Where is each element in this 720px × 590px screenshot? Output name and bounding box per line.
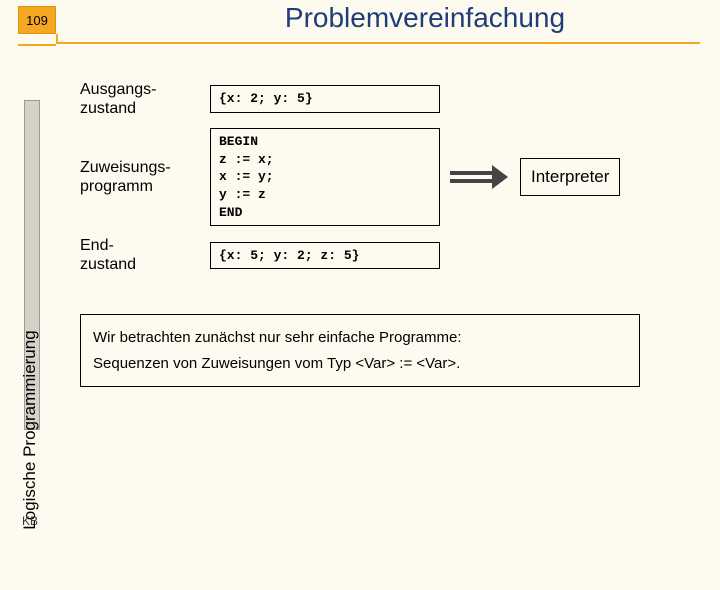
label-endzustand-l1: End- [80,237,114,254]
label-zuweisung-l1: Zuweisungs- [80,159,171,176]
box-endzustand-col: {x: 5; y: 2; z: 5} [210,242,440,270]
footer-kb: KB [22,514,38,528]
body-line1: Wir betrachten zunächst nur sehr einfach… [93,325,627,351]
body-text-box: Wir betrachten zunächst nur sehr einfach… [80,314,640,387]
label-zuweisung: Zuweisungs- programm [80,158,210,196]
row-zuweisung: Zuweisungs- programm BEGIN z := x; x := … [80,128,700,226]
arrow-col [440,167,520,187]
label-ausgang-l2: zustand [80,100,136,117]
label-endzustand: End- zustand [80,236,210,274]
row-ausgang: Ausgangs- zustand {x: 2; y: 5} [80,80,700,118]
label-ausgang: Ausgangs- zustand [80,80,210,118]
box-zuweisung-col: BEGIN z := x; x := y; y := z END [210,128,440,226]
arrow-icon [450,167,510,187]
accent-connector [56,34,58,44]
label-ausgang-l1: Ausgangs- [80,81,157,98]
label-zuweisung-l2: programm [80,178,153,195]
code-zuweisung: BEGIN z := x; x := y; y := z END [210,128,440,226]
row-endzustand: End- zustand {x: 5; y: 2; z: 5} [80,236,700,274]
code-ausgang: {x: 2; y: 5} [210,85,440,113]
title-underline [56,42,700,44]
label-endzustand-l2: zustand [80,256,136,273]
box-ausgang-col: {x: 2; y: 5} [210,85,440,113]
accent-line [18,44,56,46]
content-area: Ausgangs- zustand {x: 2; y: 5} Zuweisung… [80,80,700,387]
slide-number: 109 [18,6,56,34]
page-title: Problemvereinfachung [150,2,700,34]
body-line2: Sequenzen von Zuweisungen vom Typ <Var> … [93,351,627,377]
code-endzustand: {x: 5; y: 2; z: 5} [210,242,440,270]
interpreter-box: Interpreter [520,158,620,196]
sidebar-label: Logische Programmierung [20,270,40,590]
